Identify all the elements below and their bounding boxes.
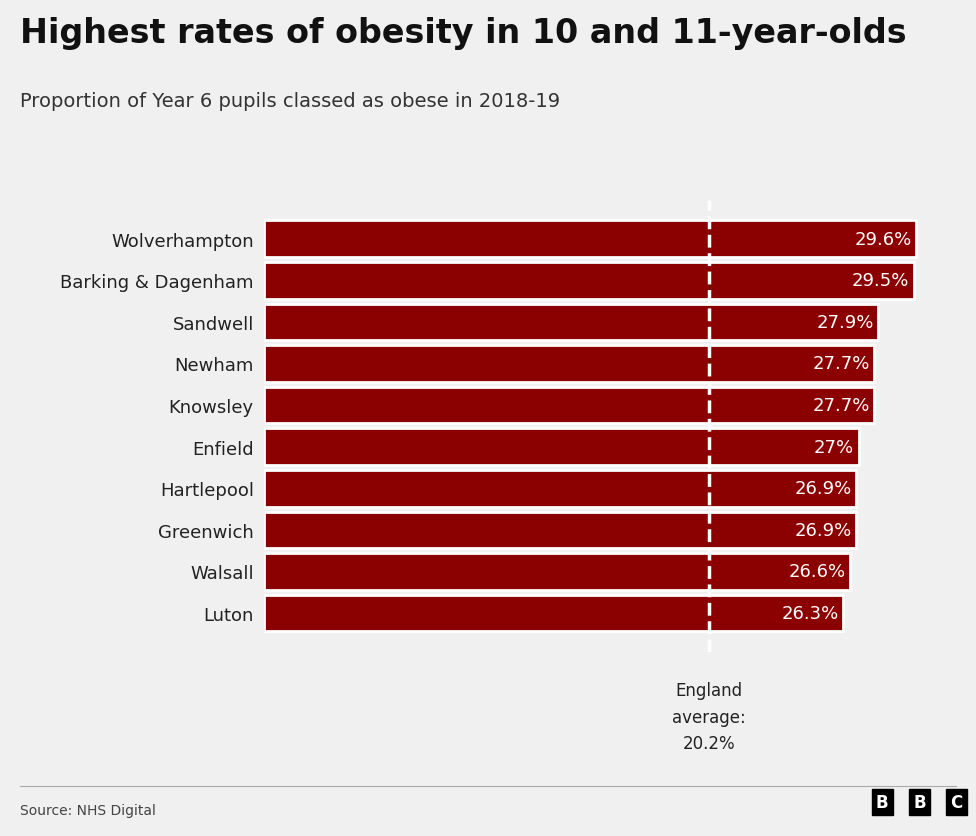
Text: 27.9%: 27.9% [817,314,874,332]
Text: 27.7%: 27.7% [812,396,870,415]
Text: Highest rates of obesity in 10 and 11-year-olds: Highest rates of obesity in 10 and 11-ye… [20,17,906,49]
Text: 26.9%: 26.9% [794,480,852,497]
Bar [264,471,856,507]
Bar [264,429,859,466]
Bar [264,553,850,590]
Bar [264,222,915,257]
Bar [264,512,856,548]
Text: 26.3%: 26.3% [782,604,838,622]
Bar [264,304,878,341]
Text: B: B [876,793,888,811]
Bar [264,346,874,382]
Text: B: B [914,793,925,811]
Text: 26.9%: 26.9% [794,521,852,539]
Text: 26.6%: 26.6% [789,563,845,581]
Bar [264,387,874,424]
Text: 27%: 27% [814,438,854,456]
Text: Source: NHS Digital: Source: NHS Digital [20,803,155,817]
Text: C: C [951,793,962,811]
Text: 29.6%: 29.6% [854,231,912,248]
Text: 29.5%: 29.5% [852,272,910,290]
Text: Proportion of Year 6 pupils classed as obese in 2018-19: Proportion of Year 6 pupils classed as o… [20,92,559,111]
Text: 27.7%: 27.7% [812,355,870,373]
Bar [264,595,843,631]
Text: England
average:
20.2%: England average: 20.2% [671,681,746,752]
Bar [264,263,914,299]
